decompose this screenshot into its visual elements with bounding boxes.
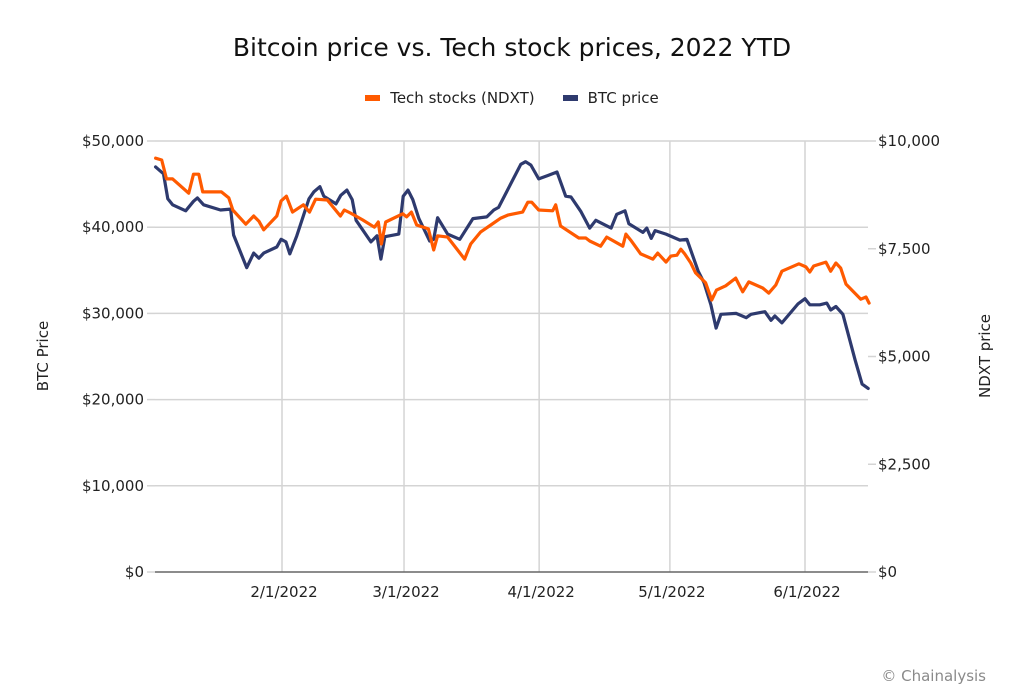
- series-line-btc-price: [154, 160, 870, 390]
- y-tick-label: $20,000: [82, 391, 144, 409]
- y2-tick-label: $7,500: [878, 240, 931, 258]
- legend: Tech stocks (NDXT) BTC price: [0, 89, 1024, 107]
- legend-swatch-tech: [365, 95, 381, 101]
- series-line-tech-stocks: [154, 156, 871, 305]
- y2-tick-label: $10,000: [878, 132, 940, 150]
- legend-swatch-btc: [562, 95, 578, 101]
- axes: [147, 140, 876, 573]
- y-tick-label: $50,000: [82, 132, 144, 150]
- chart-title: Bitcoin price vs. Tech stock prices, 202…: [232, 33, 792, 62]
- y2-axis-title: NDXT price: [976, 314, 994, 398]
- x-tick-label: 2/1/2022: [250, 583, 317, 601]
- x-tick-label: 3/1/2022: [372, 583, 439, 601]
- legend-item-btc: BTC price: [562, 89, 659, 107]
- y-axis-title: BTC Price: [34, 321, 52, 391]
- legend-item-tech: Tech stocks (NDXT): [365, 89, 535, 107]
- y-tick-label: $0: [125, 563, 144, 581]
- y-tick-label: $10,000: [82, 477, 144, 495]
- y2-tick-label: $5,000: [878, 348, 931, 366]
- y2-tick-label: $0: [878, 563, 897, 581]
- chainalysis-credit: © Chainalysis: [881, 667, 986, 685]
- legend-label-btc: BTC price: [587, 89, 659, 107]
- y2-tick-label: $2,500: [878, 455, 931, 473]
- gridlines: [155, 140, 868, 572]
- legend-label-tech: Tech stocks (NDXT): [390, 89, 535, 107]
- x-tick-label: 6/1/2022: [773, 583, 840, 601]
- series-lines: [154, 156, 871, 390]
- x-tick-label: 4/1/2022: [507, 583, 574, 601]
- x-tick-label: 5/1/2022: [638, 583, 705, 601]
- tick-labels: $0 $10,000 $20,000 $30,000 $40,000 $50,000 $0 $…: [82, 132, 940, 601]
- y-tick-label: $40,000: [82, 218, 144, 236]
- y-tick-label: $30,000: [82, 304, 144, 322]
